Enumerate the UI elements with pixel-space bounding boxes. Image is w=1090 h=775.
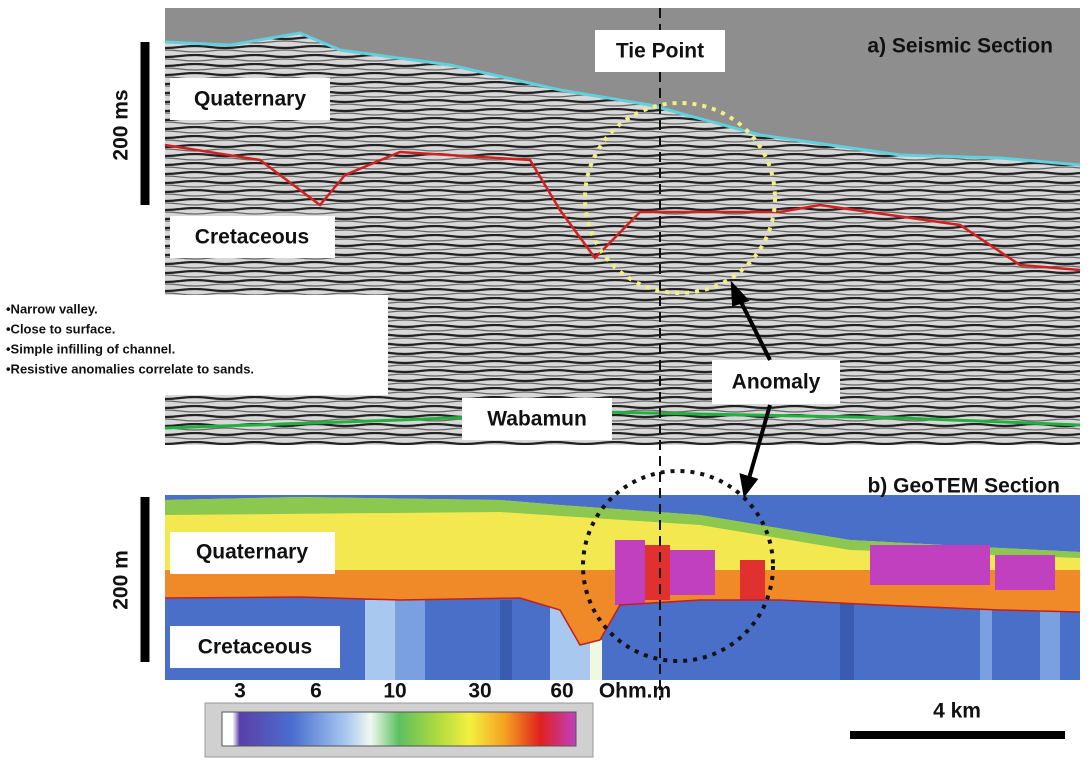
panel-title: b) GeoTEM Section: [867, 475, 1060, 498]
note: •Narrow valley.: [6, 301, 98, 316]
scale-label: 4 km: [933, 700, 981, 723]
label-box: [712, 360, 840, 404]
label-box: [170, 78, 330, 120]
colorbar-tick: 10: [383, 680, 406, 703]
unit-label: Quaternary: [194, 88, 306, 111]
colorbar-tick: 60: [550, 680, 573, 703]
unit-label: Cretaceous: [198, 636, 312, 659]
unit-label: Cretaceous: [195, 226, 309, 249]
colorbar-tick: 6: [310, 680, 322, 703]
anomaly-circle: [581, 469, 775, 663]
anomaly-circle: [583, 101, 777, 295]
cretaceous-horizon: [164, 143, 1081, 272]
surface-layer: [165, 497, 1080, 558]
colorbar-unit: Ohm.m: [599, 680, 671, 703]
note: •Resistive anomalies correlate to sands.: [6, 361, 254, 376]
label-box: [170, 532, 335, 574]
anomaly-arrows: [730, 280, 772, 498]
label-box: [462, 398, 612, 440]
notes-box: [0, 295, 388, 395]
panel-title: a) Seismic Section: [867, 35, 1053, 58]
colorbar-tick: 3: [234, 680, 246, 703]
anomaly-label: Anomaly: [732, 371, 821, 394]
colorbar: [221, 711, 577, 747]
geotem-boundary: [164, 596, 1081, 646]
unit-label: Wabamun: [487, 408, 587, 431]
scale-label: 200 m: [110, 550, 133, 610]
unit-label: Quaternary: [196, 541, 308, 564]
tie-point-label: Tie Point: [616, 40, 704, 63]
label-box: [170, 216, 335, 258]
label-box: [595, 30, 725, 72]
note: •Close to surface.: [6, 321, 115, 336]
label-box: [170, 626, 340, 668]
resistive-anomalies: [615, 540, 1055, 605]
note: •Simple infilling of channel.: [6, 341, 175, 356]
colorbar-tick: 30: [468, 680, 491, 703]
scale-label: 200 ms: [110, 89, 133, 160]
surface-horizon: [164, 31, 1081, 167]
seismic-sky: [165, 8, 1080, 165]
quaternary-layer: [165, 497, 1080, 570]
